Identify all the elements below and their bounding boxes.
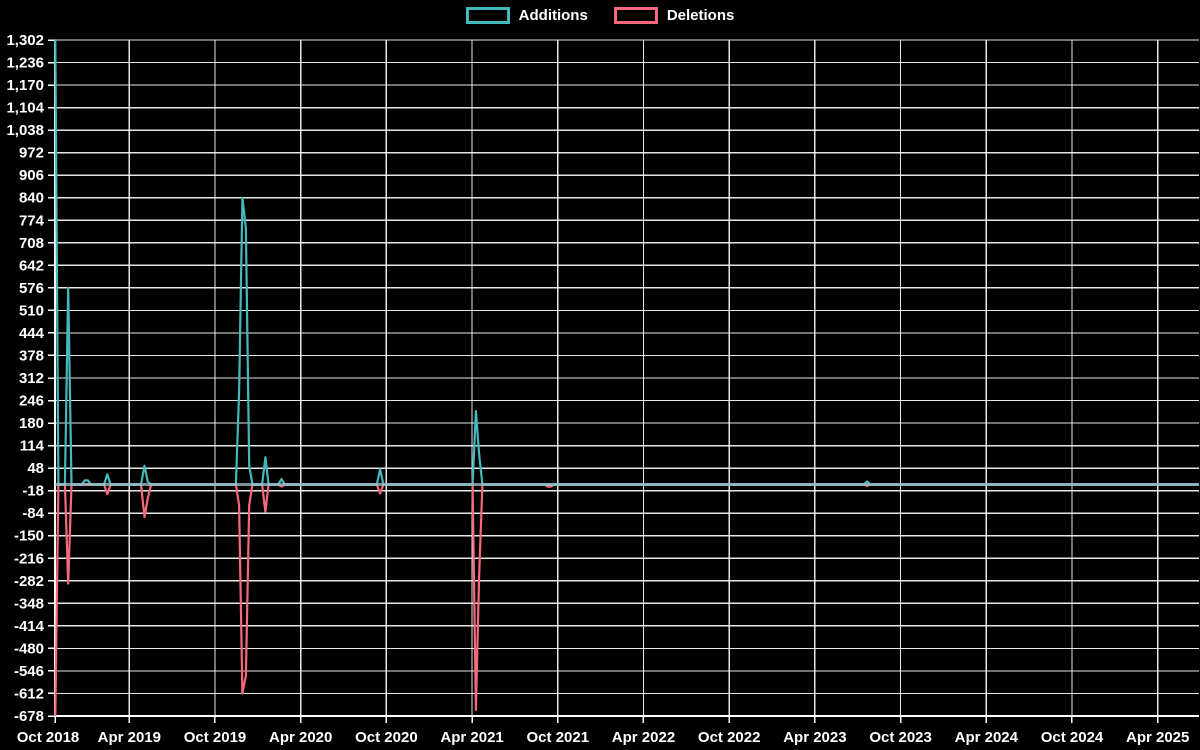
y-tick-label: 378: [19, 347, 44, 364]
y-tick-label: 180: [19, 415, 44, 432]
y-tick-label: 906: [19, 167, 44, 184]
deletions-line: [54, 483, 1199, 717]
y-tick-label: -216: [14, 550, 44, 567]
y-tick-label: 1,104: [6, 100, 44, 117]
x-tick-label: Oct 2018: [17, 729, 80, 746]
y-tick-label: 642: [19, 257, 44, 274]
x-tick-label: Oct 2021: [527, 729, 590, 746]
y-tick-label: 708: [19, 235, 44, 252]
y-tick-label: -612: [14, 685, 44, 702]
y-tick-label: -480: [14, 640, 44, 657]
y-tick-label: -18: [22, 483, 44, 500]
x-tick-label: Oct 2019: [184, 729, 247, 746]
x-tick-label: Oct 2020: [355, 729, 418, 746]
additions-line: [54, 39, 1199, 486]
x-tick-label: Apr 2020: [269, 729, 332, 746]
y-tick-label: -150: [14, 528, 44, 545]
legend-label-deletions: Deletions: [666, 7, 735, 24]
x-tick-label: Apr 2021: [440, 729, 503, 746]
x-tick-label: Oct 2024: [1041, 729, 1104, 746]
y-tick-label: 1,302: [6, 32, 44, 49]
y-tick-label: -348: [14, 595, 44, 612]
x-tick-label: Apr 2022: [612, 729, 675, 746]
y-tick-label: 510: [19, 302, 44, 319]
y-tick-label: 576: [19, 280, 44, 297]
legend-item-deletions[interactable]: Deletions: [613, 7, 735, 24]
y-tick-label: 1,236: [6, 55, 44, 72]
y-tick-label: 48: [27, 460, 44, 477]
chart-legend: Additions Deletions: [0, 7, 1200, 24]
y-tick-label: 1,038: [6, 122, 44, 139]
additions-swatch-icon: [465, 7, 510, 24]
x-tick-label: Apr 2019: [98, 729, 161, 746]
y-tick-label: 1,170: [6, 77, 44, 94]
y-tick-label: 972: [19, 145, 44, 162]
y-tick-label: 444: [19, 325, 45, 342]
y-tick-label: 774: [19, 212, 45, 229]
y-tick-label: 114: [20, 438, 45, 455]
x-tick-label: Apr 2025: [1126, 729, 1189, 746]
y-tick-label: 246: [19, 393, 44, 410]
x-tick-label: Apr 2023: [783, 729, 846, 746]
x-tick-label: Oct 2022: [698, 729, 761, 746]
y-tick-label: 312: [19, 370, 44, 387]
y-tick-label: -84: [22, 505, 44, 522]
y-tick-label: -678: [14, 708, 44, 725]
legend-item-additions[interactable]: Additions: [465, 7, 588, 24]
x-tick-label: Oct 2023: [869, 729, 932, 746]
x-tick-label: Apr 2024: [955, 729, 1019, 746]
y-tick-label: -414: [14, 618, 45, 635]
y-tick-label: -282: [14, 573, 44, 590]
deletions-swatch-icon: [613, 7, 658, 24]
legend-label-additions: Additions: [518, 7, 588, 24]
y-tick-label: -546: [14, 663, 44, 680]
y-tick-label: 840: [19, 190, 44, 207]
